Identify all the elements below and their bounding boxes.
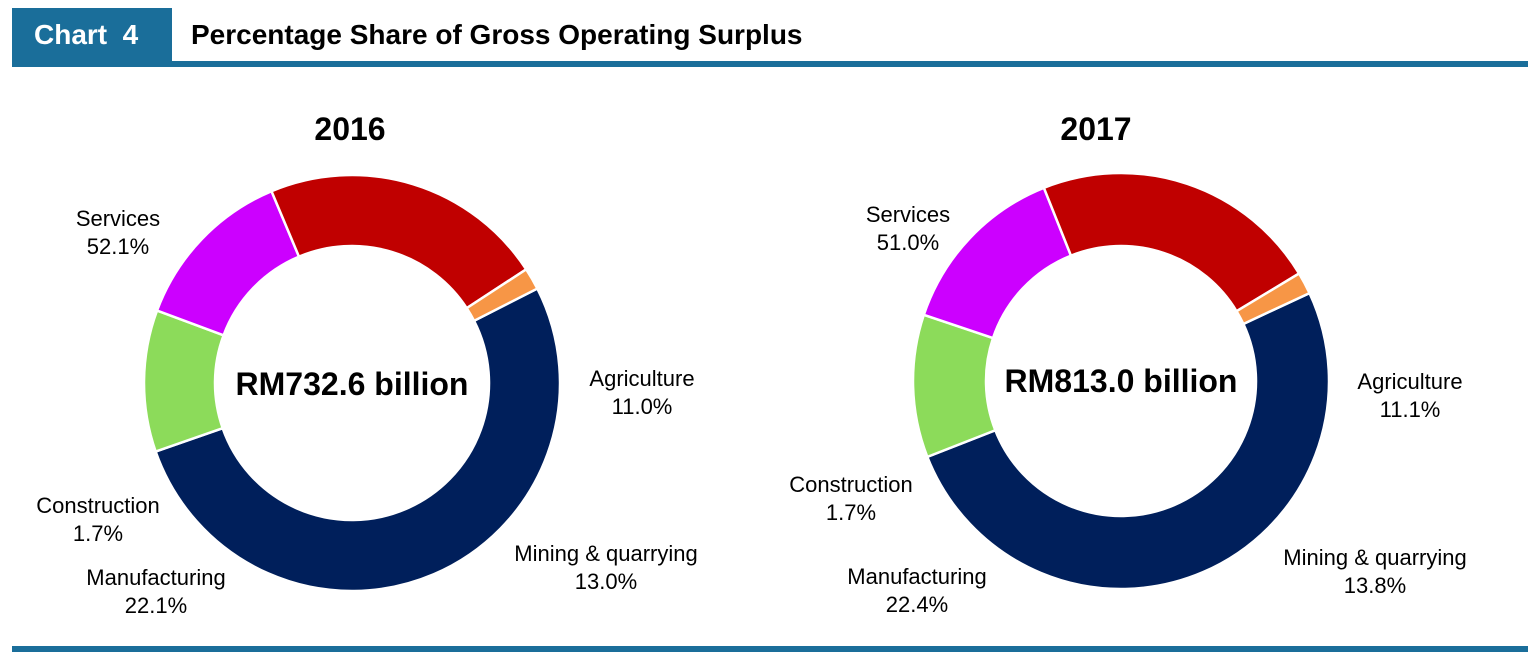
total-label-2016: RM732.6 billion bbox=[236, 366, 469, 402]
slice-name-services-2017: Services bbox=[866, 202, 950, 227]
slice-services-2017 bbox=[925, 291, 1331, 591]
slice-name-services-2016: Services bbox=[76, 206, 160, 231]
slice-construction-2016 bbox=[465, 267, 540, 323]
slice-agriculture-2017 bbox=[911, 313, 997, 459]
chart-title: Percentage Share of Gross Operating Surp… bbox=[191, 19, 803, 50]
chart-number-tab: Chart 4 bbox=[12, 8, 172, 66]
slice-value-mining-quarrying-2016: 13.0% bbox=[575, 569, 637, 594]
chart-year-2016: 2016 bbox=[314, 111, 385, 147]
slice-name-construction-2016: Construction bbox=[36, 493, 160, 518]
labels-2016: Services 52.1% Agriculture 11.0% Mining & qu… bbox=[36, 206, 697, 618]
slice-mining-quarrying-2016 bbox=[155, 189, 301, 337]
slice-services-2016 bbox=[154, 286, 562, 593]
slice-name-mining-quarrying-2017: Mining & quarrying bbox=[1283, 545, 1466, 570]
total-label-2017: RM813.0 billion bbox=[1005, 363, 1238, 399]
slice-manufacturing-2017 bbox=[1042, 171, 1301, 313]
chart-number: Chart 4 bbox=[34, 19, 139, 50]
slice-value-mining-quarrying-2017: 13.8% bbox=[1344, 573, 1406, 598]
slice-value-agriculture-2017: 11.1% bbox=[1380, 397, 1441, 422]
slice-name-construction-2017: Construction bbox=[789, 472, 913, 497]
slice-construction-2017 bbox=[1234, 271, 1312, 326]
slice-value-construction-2017: 1.7% bbox=[826, 500, 876, 525]
header-rule bbox=[12, 61, 1528, 67]
footer-rule bbox=[12, 646, 1528, 652]
slice-name-agriculture-2016: Agriculture bbox=[589, 366, 694, 391]
slice-name-agriculture-2017: Agriculture bbox=[1357, 369, 1462, 394]
slice-value-services-2016: 52.1% bbox=[87, 234, 149, 259]
slice-manufacturing-2016 bbox=[269, 173, 528, 310]
slices-2017 bbox=[911, 171, 1331, 591]
slice-value-services-2017: 51.0% bbox=[877, 230, 939, 255]
slice-value-agriculture-2016: 11.0% bbox=[612, 394, 673, 419]
donut-chart-2017: 2017 RM813.0 billion Services 51.0% Agricu… bbox=[789, 111, 1466, 617]
donut-chart-2016: 2016 RM732.6 billion Services 52.1% Agricu… bbox=[36, 111, 697, 618]
chart-year-2017: 2017 bbox=[1060, 111, 1131, 147]
slice-value-manufacturing-2017: 22.4% bbox=[886, 592, 948, 617]
slices-2016 bbox=[142, 173, 562, 593]
slice-name-mining-quarrying-2016: Mining & quarrying bbox=[514, 541, 697, 566]
labels-2017: Services 51.0% Agriculture 11.1% Mining & qu… bbox=[789, 202, 1466, 617]
slice-name-manufacturing-2016: Manufacturing bbox=[86, 565, 225, 590]
slice-value-construction-2016: 1.7% bbox=[73, 521, 123, 546]
slice-value-manufacturing-2016: 22.1% bbox=[125, 593, 187, 618]
slice-name-manufacturing-2017: Manufacturing bbox=[847, 564, 986, 589]
